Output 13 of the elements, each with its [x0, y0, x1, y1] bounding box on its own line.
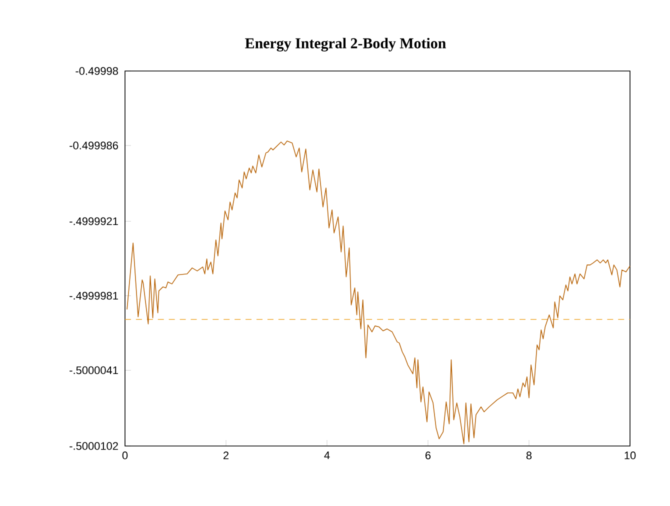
x-tick-label: 10: [624, 452, 636, 460]
x-tick-label: 6: [426, 452, 431, 460]
x-tick-label: 4: [324, 452, 330, 460]
x-tick-label: 8: [526, 452, 532, 460]
y-tick-label: -0.499986: [70, 142, 118, 150]
x-tick-label: 2: [224, 452, 228, 460]
y-tick-label: -.4999981: [70, 292, 118, 300]
y-tick-label: -.5000041: [70, 366, 118, 374]
x-tick-label: 0: [122, 452, 128, 460]
chart-title: Energy Integral 2-Body Motion: [245, 38, 446, 52]
y-tick-label: -.4999921: [70, 217, 118, 226]
y-tick-label: -0.49998: [76, 67, 118, 75]
y-tick-label: -.5000102: [70, 442, 118, 450]
